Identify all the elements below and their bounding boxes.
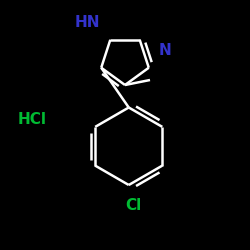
Text: Cl: Cl (126, 198, 142, 212)
Text: HCl: HCl (18, 112, 47, 128)
Text: N: N (159, 43, 172, 58)
Text: HN: HN (75, 15, 100, 30)
